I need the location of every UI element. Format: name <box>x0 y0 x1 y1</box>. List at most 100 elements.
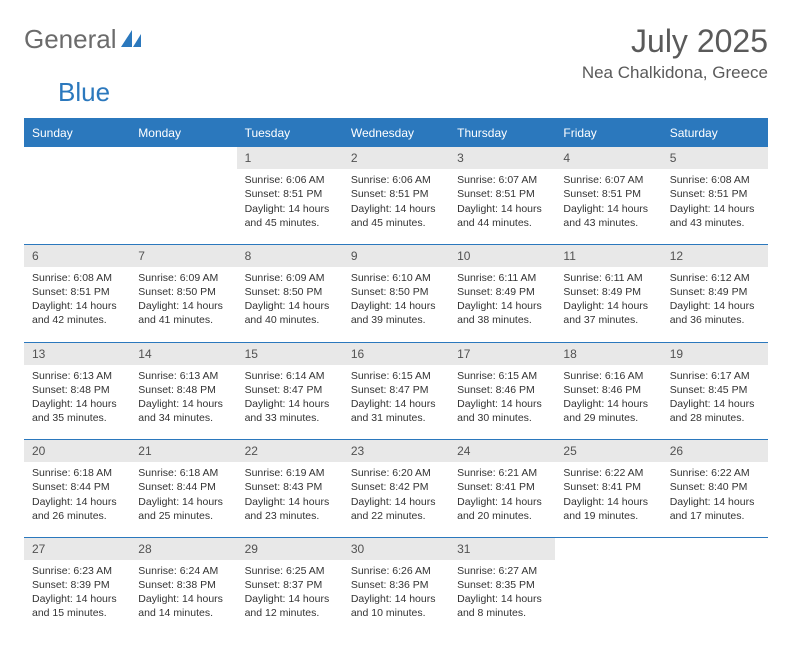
dayname-cell: Tuesday <box>237 119 343 147</box>
logo-text-general: General <box>24 24 117 55</box>
day-number: 21 <box>130 440 236 463</box>
daylight-text: Daylight: 14 hours and 41 minutes. <box>138 299 228 327</box>
dayname-cell: Monday <box>130 119 236 147</box>
dayname-row: SundayMondayTuesdayWednesdayThursdayFrid… <box>24 119 768 147</box>
sunset-text: Sunset: 8:50 PM <box>245 285 335 299</box>
daycontent-row: Sunrise: 6:08 AMSunset: 8:51 PMDaylight:… <box>24 267 768 342</box>
sunset-text: Sunset: 8:44 PM <box>32 480 122 494</box>
daylight-text: Daylight: 14 hours and 19 minutes. <box>563 495 653 523</box>
sunrise-text: Sunrise: 6:18 AM <box>138 466 228 480</box>
daynumber-row: 20212223242526 <box>24 440 768 463</box>
day-number: 27 <box>24 537 130 560</box>
day-content: Sunrise: 6:08 AMSunset: 8:51 PMDaylight:… <box>24 267 130 342</box>
day-content: Sunrise: 6:11 AMSunset: 8:49 PMDaylight:… <box>449 267 555 342</box>
day-content: Sunrise: 6:23 AMSunset: 8:39 PMDaylight:… <box>24 560 130 635</box>
sunset-text: Sunset: 8:49 PM <box>563 285 653 299</box>
day-content: Sunrise: 6:26 AMSunset: 8:36 PMDaylight:… <box>343 560 449 635</box>
dayname-cell: Sunday <box>24 119 130 147</box>
day-number: 26 <box>662 440 768 463</box>
dayname-cell: Friday <box>555 119 661 147</box>
daynumber-row: 2728293031 <box>24 537 768 560</box>
sunrise-text: Sunrise: 6:11 AM <box>563 271 653 285</box>
daycontent-row: Sunrise: 6:18 AMSunset: 8:44 PMDaylight:… <box>24 462 768 537</box>
calendar-body: SundayMondayTuesdayWednesdayThursdayFrid… <box>24 119 768 634</box>
location-label: Nea Chalkidona, Greece <box>582 63 768 83</box>
day-content: Sunrise: 6:14 AMSunset: 8:47 PMDaylight:… <box>237 365 343 440</box>
month-title: July 2025 <box>582 24 768 59</box>
sunrise-text: Sunrise: 6:10 AM <box>351 271 441 285</box>
day-content: Sunrise: 6:27 AMSunset: 8:35 PMDaylight:… <box>449 560 555 635</box>
sunrise-text: Sunrise: 6:22 AM <box>563 466 653 480</box>
sunrise-text: Sunrise: 6:15 AM <box>351 369 441 383</box>
logo-text-blue: Blue <box>58 77 110 107</box>
daylight-text: Daylight: 14 hours and 15 minutes. <box>32 592 122 620</box>
day-content: Sunrise: 6:11 AMSunset: 8:49 PMDaylight:… <box>555 267 661 342</box>
dayname-cell: Thursday <box>449 119 555 147</box>
daycontent-row: Sunrise: 6:06 AMSunset: 8:51 PMDaylight:… <box>24 169 768 244</box>
sunset-text: Sunset: 8:51 PM <box>351 187 441 201</box>
day-content: Sunrise: 6:15 AMSunset: 8:47 PMDaylight:… <box>343 365 449 440</box>
sunrise-text: Sunrise: 6:17 AM <box>670 369 760 383</box>
day-number: 14 <box>130 342 236 365</box>
sunrise-text: Sunrise: 6:11 AM <box>457 271 547 285</box>
day-number: 2 <box>343 147 449 170</box>
day-number: 9 <box>343 244 449 267</box>
sunset-text: Sunset: 8:48 PM <box>138 383 228 397</box>
day-number <box>130 147 236 170</box>
sunrise-text: Sunrise: 6:24 AM <box>138 564 228 578</box>
sunrise-text: Sunrise: 6:06 AM <box>351 173 441 187</box>
daylight-text: Daylight: 14 hours and 14 minutes. <box>138 592 228 620</box>
day-number: 4 <box>555 147 661 170</box>
sunrise-text: Sunrise: 6:09 AM <box>245 271 335 285</box>
daylight-text: Daylight: 14 hours and 43 minutes. <box>563 202 653 230</box>
sunrise-text: Sunrise: 6:23 AM <box>32 564 122 578</box>
daylight-text: Daylight: 14 hours and 43 minutes. <box>670 202 760 230</box>
day-content: Sunrise: 6:19 AMSunset: 8:43 PMDaylight:… <box>237 462 343 537</box>
daylight-text: Daylight: 14 hours and 45 minutes. <box>351 202 441 230</box>
sunset-text: Sunset: 8:51 PM <box>563 187 653 201</box>
daylight-text: Daylight: 14 hours and 8 minutes. <box>457 592 547 620</box>
sunset-text: Sunset: 8:51 PM <box>32 285 122 299</box>
day-content: Sunrise: 6:13 AMSunset: 8:48 PMDaylight:… <box>130 365 236 440</box>
logo-sail-icon <box>121 30 143 53</box>
day-content: Sunrise: 6:06 AMSunset: 8:51 PMDaylight:… <box>237 169 343 244</box>
calendar-table: SundayMondayTuesdayWednesdayThursdayFrid… <box>24 118 768 634</box>
daycontent-row: Sunrise: 6:13 AMSunset: 8:48 PMDaylight:… <box>24 365 768 440</box>
day-number <box>555 537 661 560</box>
title-block: July 2025 Nea Chalkidona, Greece <box>582 24 768 83</box>
daylight-text: Daylight: 14 hours and 45 minutes. <box>245 202 335 230</box>
day-content: Sunrise: 6:15 AMSunset: 8:46 PMDaylight:… <box>449 365 555 440</box>
day-number: 8 <box>237 244 343 267</box>
day-number: 13 <box>24 342 130 365</box>
day-content: Sunrise: 6:20 AMSunset: 8:42 PMDaylight:… <box>343 462 449 537</box>
day-number: 29 <box>237 537 343 560</box>
sunset-text: Sunset: 8:46 PM <box>563 383 653 397</box>
day-number: 7 <box>130 244 236 267</box>
daylight-text: Daylight: 14 hours and 42 minutes. <box>32 299 122 327</box>
day-number: 19 <box>662 342 768 365</box>
sunrise-text: Sunrise: 6:18 AM <box>32 466 122 480</box>
daylight-text: Daylight: 14 hours and 26 minutes. <box>32 495 122 523</box>
sunset-text: Sunset: 8:50 PM <box>138 285 228 299</box>
sunset-text: Sunset: 8:47 PM <box>245 383 335 397</box>
sunset-text: Sunset: 8:37 PM <box>245 578 335 592</box>
daylight-text: Daylight: 14 hours and 20 minutes. <box>457 495 547 523</box>
sunrise-text: Sunrise: 6:13 AM <box>32 369 122 383</box>
day-number: 11 <box>555 244 661 267</box>
daylight-text: Daylight: 14 hours and 37 minutes. <box>563 299 653 327</box>
sunrise-text: Sunrise: 6:26 AM <box>351 564 441 578</box>
sunset-text: Sunset: 8:45 PM <box>670 383 760 397</box>
sunset-text: Sunset: 8:51 PM <box>245 187 335 201</box>
day-content: Sunrise: 6:18 AMSunset: 8:44 PMDaylight:… <box>130 462 236 537</box>
day-content: Sunrise: 6:21 AMSunset: 8:41 PMDaylight:… <box>449 462 555 537</box>
daylight-text: Daylight: 14 hours and 44 minutes. <box>457 202 547 230</box>
sunrise-text: Sunrise: 6:14 AM <box>245 369 335 383</box>
daylight-text: Daylight: 14 hours and 39 minutes. <box>351 299 441 327</box>
day-content <box>130 169 236 244</box>
sunset-text: Sunset: 8:49 PM <box>670 285 760 299</box>
daylight-text: Daylight: 14 hours and 36 minutes. <box>670 299 760 327</box>
sunset-text: Sunset: 8:44 PM <box>138 480 228 494</box>
sunrise-text: Sunrise: 6:07 AM <box>457 173 547 187</box>
sunrise-text: Sunrise: 6:22 AM <box>670 466 760 480</box>
sunrise-text: Sunrise: 6:21 AM <box>457 466 547 480</box>
